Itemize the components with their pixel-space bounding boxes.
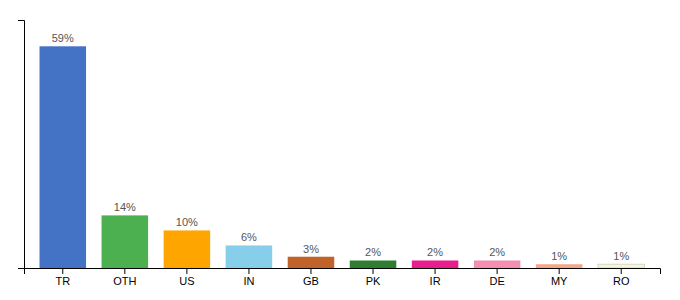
x-tick-mark — [310, 268, 311, 274]
x-tick: US — [179, 268, 194, 287]
x-tick-label: IN — [243, 275, 254, 287]
bar — [474, 260, 521, 268]
x-axis: TR OTH US IN GB PK IR DE MY RO — [25, 268, 661, 287]
data-label: 14% — [114, 201, 136, 213]
bar — [598, 264, 645, 268]
data-label: 2% — [489, 246, 505, 258]
y-axis-line — [18, 21, 25, 269]
bar — [164, 230, 211, 268]
x-tick: RO — [613, 268, 630, 287]
x-tick-mark — [497, 268, 498, 274]
chart: TR OTH US IN GB PK IR DE MY RO 59% 14% 10% 6% 3% 2% 2% 2%… — [0, 0, 680, 300]
bar — [412, 260, 459, 268]
x-tick-mark — [621, 268, 622, 274]
x-tick-mark — [248, 268, 249, 274]
x-tick-label: MY — [551, 275, 568, 287]
x-tick-label: OTH — [113, 275, 136, 287]
x-tick-mark — [559, 268, 560, 274]
data-label: 6% — [241, 231, 257, 243]
x-tick: OTH — [113, 268, 136, 287]
x-axis-line — [25, 269, 661, 275]
x-tick-mark — [186, 268, 187, 274]
bar — [102, 215, 149, 268]
data-label: 1% — [551, 250, 567, 262]
x-tick: TR — [55, 268, 70, 287]
x-tick-label: GB — [303, 275, 319, 287]
y-axis — [18, 21, 25, 269]
x-tick-label: PK — [366, 275, 381, 287]
bar — [40, 46, 87, 268]
data-label: 10% — [176, 216, 198, 228]
x-tick-mark — [62, 268, 63, 274]
data-label: 3% — [303, 243, 319, 255]
data-label: 2% — [427, 246, 443, 258]
bar — [536, 264, 583, 268]
x-tick-label: TR — [55, 275, 70, 287]
x-tick-label: IR — [430, 275, 441, 287]
data-label: 59% — [52, 32, 74, 44]
x-tick-label: US — [179, 275, 194, 287]
plot: TR OTH US IN GB PK IR DE MY RO 59% 14% 10% 6% 3% 2% 2% 2%… — [18, 21, 661, 287]
x-tick: PK — [366, 268, 381, 287]
x-tick-mark — [435, 268, 436, 274]
bar — [226, 245, 273, 268]
x-tick: MY — [551, 268, 568, 287]
data-label: 1% — [613, 250, 629, 262]
bar — [288, 257, 335, 268]
x-tick: IR — [430, 268, 441, 287]
x-tick: GB — [303, 268, 319, 287]
x-tick-label: RO — [613, 275, 630, 287]
data-labels: 59% 14% 10% 6% 3% 2% 2% 2% 1% 1% — [52, 32, 630, 262]
x-tick-label: DE — [489, 275, 504, 287]
data-label: 2% — [365, 246, 381, 258]
x-tick: IN — [243, 268, 254, 287]
x-tick-mark — [124, 268, 125, 274]
x-tick: DE — [489, 268, 504, 287]
x-tick-mark — [373, 268, 374, 274]
bars — [40, 46, 645, 268]
bar — [350, 260, 397, 268]
